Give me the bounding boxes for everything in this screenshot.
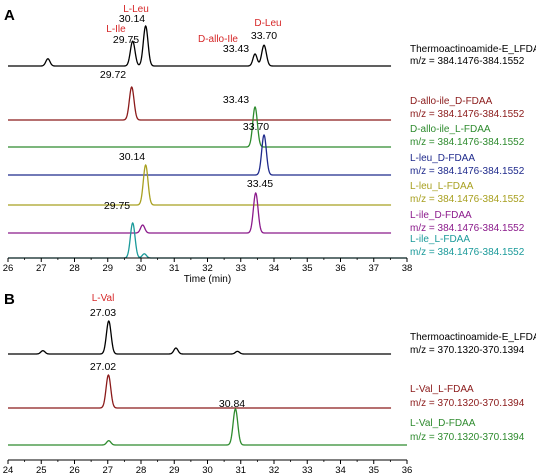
compound-label: L-Val [92,293,115,304]
series-mz: m/z = 384.1476-384.1552 [410,247,525,258]
x-tick-label: 36 [335,263,346,274]
series-mz: m/z = 370.1320-370.1394 [410,432,525,443]
series-name: Thermoactinoamide-E_LFDAA [410,332,536,343]
series-name: L-Val_L-FDAA [410,384,474,395]
x-tick-label: 32 [269,465,280,476]
x-tick-label: 29 [102,263,113,274]
panel-letter: A [4,7,15,24]
series-mz: m/z = 370.1320-370.1394 [410,398,525,409]
x-tick-label: 37 [368,263,379,274]
x-tick-label: 38 [402,263,413,274]
x-tick-label: 27 [102,465,113,476]
series-mz: m/z = 384.1476-384.1552 [410,109,525,120]
peak-label: 27.02 [90,361,116,373]
x-tick-label: 25 [36,465,47,476]
series-name: L-leu_L-FDAA [410,181,474,192]
peak-label: 30.14 [119,151,145,163]
series-mz: m/z = 384.1476-384.1552 [410,194,525,205]
compound-label: L-Leu [123,4,149,15]
peak-label: 30.84 [219,398,245,410]
series-name: Thermoactinoamide-E_LFDAA [410,44,536,55]
peak-label: 33.70 [251,30,277,42]
peak-label: 30.14 [119,13,145,25]
x-tick-label: 33 [235,263,246,274]
x-tick-label: 33 [302,465,313,476]
trace-l-val-l-fdaa [8,374,392,409]
peak-label: 29.75 [113,34,139,46]
trace-d-allo-ile-d-fdaa [8,86,392,121]
x-tick-label: 35 [368,465,379,476]
series-name: D-allo-ile_L-FDAA [410,124,491,135]
peak-label: 33.70 [243,121,269,133]
x-tick-label: 30 [202,465,213,476]
x-tick-label: 26 [3,263,14,274]
peak-label: 33.43 [223,94,249,106]
trace-thermoactinoamide-e-lfdaa [8,24,392,67]
x-tick-label: 31 [169,263,180,274]
x-tick-label: 26 [69,465,80,476]
series-name: L-leu_D-FDAA [410,153,475,164]
series-mz: m/z = 384.1476-384.1552 [410,56,525,67]
series-name: D-allo-ile_D-FDAA [410,96,493,107]
x-tick-label: 27 [36,263,47,274]
trace-d-allo-ile-l-fdaa [8,105,392,148]
x-tick-label: 28 [69,263,80,274]
x-tick-label: 28 [136,465,147,476]
trace-l-ile-l-fdaa [8,222,407,259]
series-mz: m/z = 384.1476-384.1552 [410,223,525,234]
x-tick-label: 31 [235,465,246,476]
peak-label: 27.03 [90,307,116,319]
panel-b: B Thermoactinoamide-E_LFDAA m/z = 370.1320… [3,291,536,476]
compound-label: L-Ile [106,24,126,35]
x-axis-label: Time (min) [184,274,231,285]
x-tick-label: 30 [136,263,147,274]
x-tick-label: 29 [169,465,180,476]
x-tick-label: 24 [3,465,14,476]
trace-l-leu-l-fdaa [8,163,392,206]
series-mz: m/z = 384.1476-384.1552 [410,137,525,148]
trace-thermoactinoamide-e-lfdaa [8,320,392,355]
series-mz: m/z = 370.1320-370.1394 [410,345,525,356]
peak-label: 33.43 [223,43,249,55]
trace-l-leu-d-fdaa [8,133,392,176]
peak-label: 29.75 [104,200,130,212]
series-name: L-Val_D-FDAA [410,418,476,429]
series-mz: m/z = 384.1476-384.1552 [410,166,525,177]
panel-letter: B [4,291,15,308]
compound-label: D-allo-Ile [198,34,238,45]
x-tick-label: 34 [335,465,346,476]
trace-l-ile-d-fdaa [8,191,392,234]
peak-label: 33.45 [247,178,273,190]
compound-label: D-Leu [254,18,281,29]
trace-l-val-d-fdaa [8,408,407,446]
x-tick-label: 35 [302,263,313,274]
x-tick-label: 32 [202,263,213,274]
series-name: L-ile_L-FDAA [410,234,470,245]
x-tick-label: 36 [402,465,413,476]
series-name: L-ile_D-FDAA [410,210,472,221]
peak-label: 29.72 [100,69,126,81]
x-tick-label: 34 [269,263,280,274]
